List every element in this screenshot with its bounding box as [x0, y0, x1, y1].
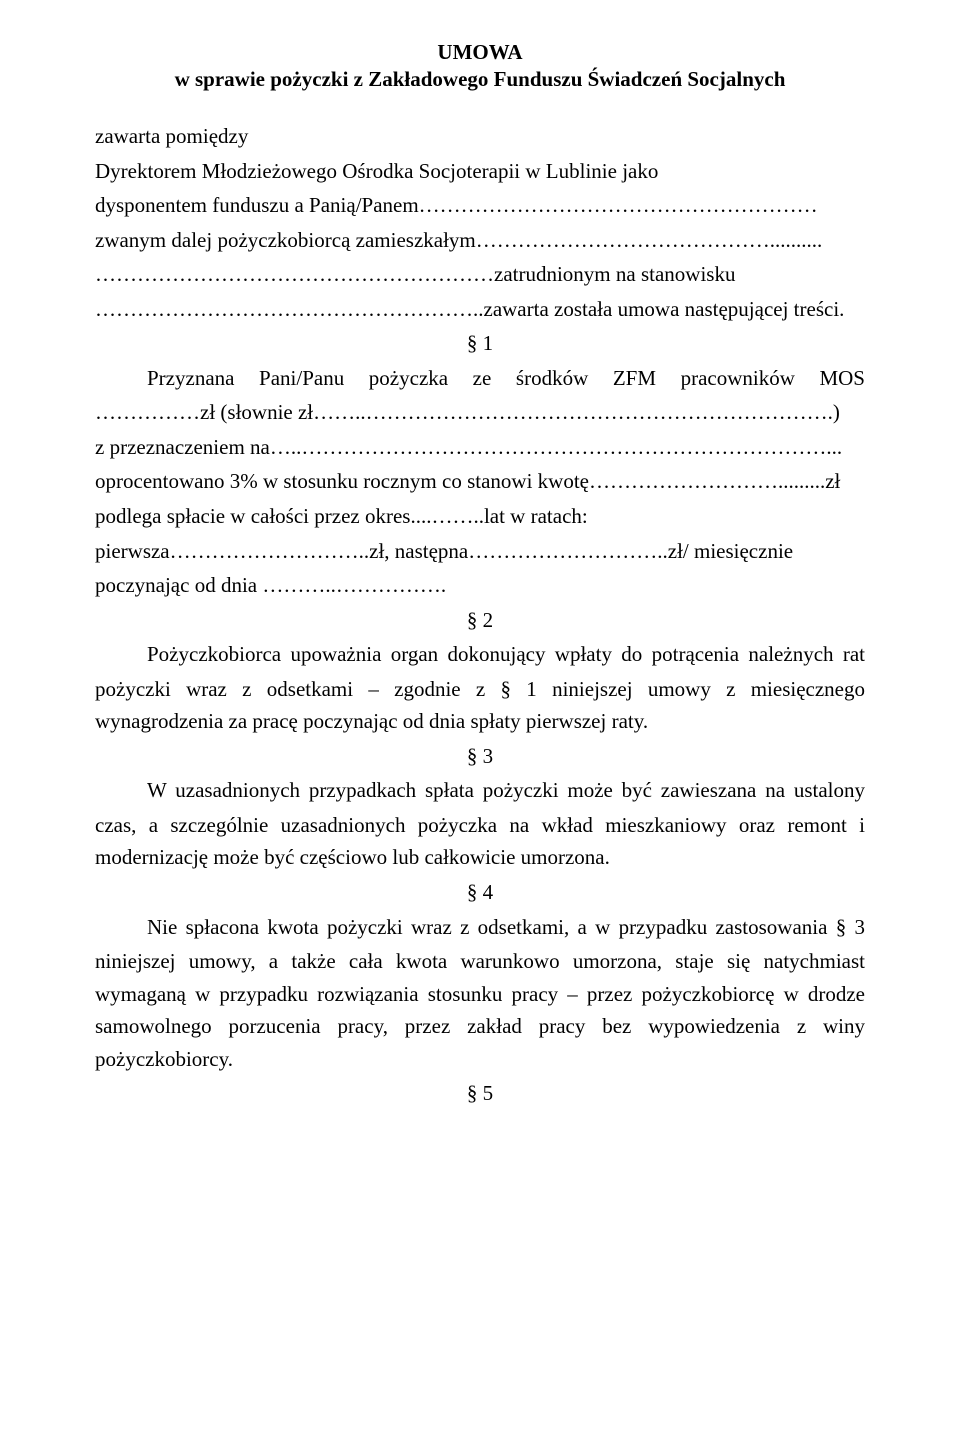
- section-4-mark: § 4: [95, 876, 865, 909]
- intro-line-4: zwanym dalej pożyczkobiorcą zamieszkałym…: [95, 224, 865, 257]
- section-5-mark: § 5: [95, 1077, 865, 1110]
- s1-line-6: pierwsza………………………..zł, następna…………………………: [95, 535, 865, 568]
- document-subtitle: w sprawie pożyczki z Zakładowego Fundusz…: [95, 67, 865, 92]
- section-2-mark: § 2: [95, 604, 865, 637]
- s1-line-7: poczynając od dnia ………..…………….: [95, 569, 865, 602]
- intro-line-1: zawarta pomiędzy: [95, 120, 865, 153]
- intro-line-6: ………………………………………………..zawarta została umow…: [95, 293, 865, 326]
- s1-line-1: Przyznana Pani/Panu pożyczka ze środków …: [95, 362, 865, 395]
- s1-line-3: z przeznaczeniem na…..…………………………………………………: [95, 431, 865, 464]
- s3-line-1: W uzasadnionych przypadkach spłata pożyc…: [95, 774, 865, 807]
- s4-line-2: niniejszej umowy, a także cała kwota war…: [95, 945, 865, 1075]
- s1-line-5: podlega spłacie w całości przez okres...…: [95, 500, 865, 533]
- intro-line-3: dysponentem funduszu a Panią/Panem…………………: [95, 189, 865, 222]
- s2-line-1: Pożyczkobiorca upoważnia organ dokonując…: [95, 638, 865, 671]
- intro-line-2: Dyrektorem Młodzieżowego Ośrodka Socjote…: [95, 155, 865, 188]
- intro-line-5: …………………………………………………zatrudnionym na stano…: [95, 258, 865, 291]
- document-title: UMOWA: [95, 40, 865, 65]
- section-3-mark: § 3: [95, 740, 865, 773]
- s1-line-2: ……………zł (słownie zł……..………………………………………………: [95, 396, 865, 429]
- s4-line-1: Nie spłacona kwota pożyczki wraz z odset…: [95, 911, 865, 944]
- s2-line-2: pożyczki wraz z odsetkami – zgodnie z § …: [95, 673, 865, 738]
- section-1-mark: § 1: [95, 327, 865, 360]
- s3-line-2: czas, a szczególnie uzasadnionych pożycz…: [95, 809, 865, 874]
- s1-line-4: oprocentowano 3% w stosunku rocznym co s…: [95, 465, 865, 498]
